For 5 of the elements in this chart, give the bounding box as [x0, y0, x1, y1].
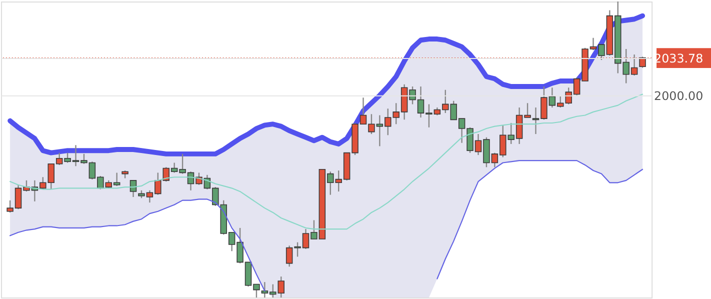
y-tick-label: 2033.78	[654, 52, 704, 66]
candlestick	[130, 180, 137, 198]
y-tick-label: 2000.00	[654, 88, 704, 103]
line-series	[10, 94, 644, 230]
line-series	[8, 13, 645, 156]
